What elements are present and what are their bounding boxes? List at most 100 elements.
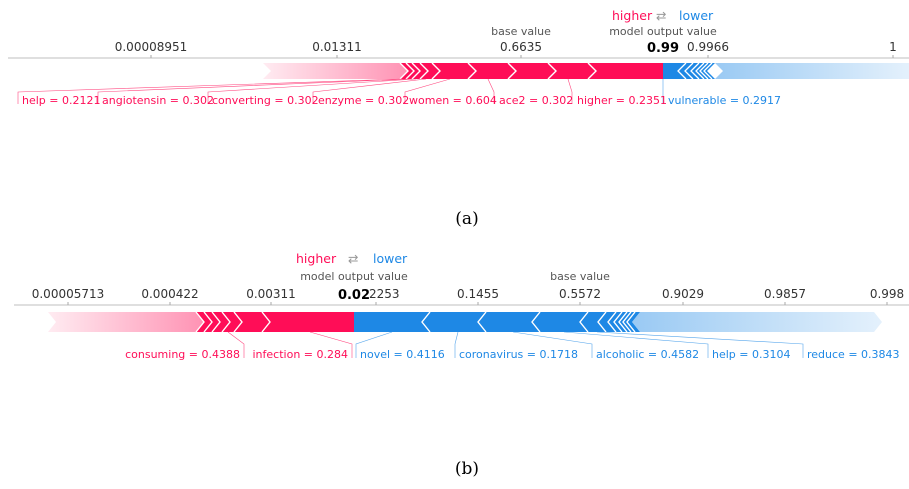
feature-label: consuming = 0.4388 (125, 348, 240, 361)
caption: (b) (455, 459, 479, 479)
separator (547, 62, 557, 80)
legend-arrows-icon: ⇄ (656, 8, 667, 23)
connector (227, 331, 245, 358)
connector (207, 78, 417, 104)
positive-connectors (227, 331, 353, 358)
separator (703, 62, 713, 80)
feature-label: ace2 = 0.302 (499, 94, 573, 107)
feature-segment (508, 63, 556, 79)
positive-tail (263, 63, 408, 79)
positive-tail (48, 312, 204, 332)
feature-segment (406, 63, 420, 79)
separator (587, 62, 597, 80)
feature-segment (222, 312, 242, 332)
tick-label: 2253 (369, 287, 400, 301)
separator (699, 62, 709, 80)
connector (355, 331, 393, 358)
feature-segment (354, 312, 640, 332)
positive-separators (399, 62, 597, 80)
connector (97, 78, 410, 104)
separator (618, 311, 628, 333)
legend-lower-label: lower (373, 251, 408, 266)
feature-segment (234, 312, 270, 332)
tick-label: 0.5572 (559, 287, 601, 301)
separator (684, 62, 694, 80)
force-plot-a: higher ⇄ lower model output value base v… (8, 8, 909, 229)
separator (677, 62, 687, 80)
separator (195, 311, 205, 333)
separator (203, 311, 213, 333)
separator (607, 311, 617, 333)
negative-separators (677, 62, 713, 80)
connector (487, 78, 495, 104)
feature-label: angiotensin = 0.302 (102, 94, 214, 107)
feature-label: novel = 0.4116 (360, 348, 445, 361)
output-value: 0.02 (338, 288, 370, 303)
feature-label: converting = 0.302 (212, 94, 319, 107)
legend-higher-label: higher (296, 251, 337, 266)
feature-segment (420, 63, 440, 79)
feature-label: alcoholic = 0.4582 (596, 348, 699, 361)
tick-label: 0.998 (870, 287, 904, 301)
positive-segments (400, 63, 663, 79)
connector (567, 78, 573, 104)
separator (431, 62, 441, 80)
output-value: 0.99 (647, 41, 679, 56)
separator (419, 62, 429, 80)
positive-connectors (17, 78, 573, 104)
feature-label: help = 0.2121 (22, 94, 100, 107)
separator (690, 62, 700, 80)
feature-segment (262, 312, 354, 332)
feature-label: vulnerable = 0.2917 (668, 94, 781, 107)
feature-label: help = 0.3104 (712, 348, 790, 361)
separator (695, 62, 705, 80)
caption: (a) (455, 209, 478, 229)
feature-label: women = 0.604 (409, 94, 497, 107)
connector (563, 331, 709, 358)
base-value-label: base value (550, 270, 610, 283)
feature-segment (468, 63, 516, 79)
connector (596, 331, 804, 358)
separator (233, 311, 243, 333)
base-value-label: base value (491, 25, 551, 38)
separator (399, 62, 409, 80)
tick-label: 0.00311 (246, 287, 296, 301)
positive-separators (195, 311, 271, 333)
separator (613, 311, 623, 333)
legend-arrows-icon: ⇄ (348, 251, 359, 266)
feature-label: higher = 0.2351 (577, 94, 667, 107)
model-output-value-label: model output value (609, 25, 717, 38)
tick-label: 0.9966 (687, 40, 729, 54)
separator (211, 311, 221, 333)
separator (467, 62, 477, 80)
separator (411, 62, 421, 80)
separator (405, 62, 415, 80)
separator (477, 311, 487, 333)
separator (421, 311, 431, 333)
tick-label: 0.9029 (662, 287, 704, 301)
connector (512, 331, 593, 358)
feature-segment (548, 63, 596, 79)
negative-tail (632, 312, 882, 332)
negative-tail (715, 63, 909, 79)
separator (579, 311, 589, 333)
feature-segment (432, 63, 476, 79)
connector (312, 78, 427, 104)
connector (454, 331, 459, 358)
tick-label: 0.01311 (312, 40, 362, 54)
tick-label: 0.1455 (457, 287, 499, 301)
separator (507, 62, 517, 80)
connector (404, 78, 451, 104)
negative-connectors (355, 331, 804, 358)
legend-higher-label: higher (612, 8, 653, 23)
feature-segment (400, 63, 414, 79)
tick-label: 0.6635 (500, 40, 542, 54)
model-output-value-label: model output value (300, 270, 408, 283)
tick-label: 0.00005713 (32, 287, 105, 301)
tick-label: 0.9857 (764, 287, 806, 301)
feature-label: coronavirus = 0.1718 (459, 348, 578, 361)
feature-label: infection = 0.284 (253, 348, 349, 361)
legend-lower-label: lower (679, 8, 714, 23)
negative-separators (421, 311, 636, 333)
